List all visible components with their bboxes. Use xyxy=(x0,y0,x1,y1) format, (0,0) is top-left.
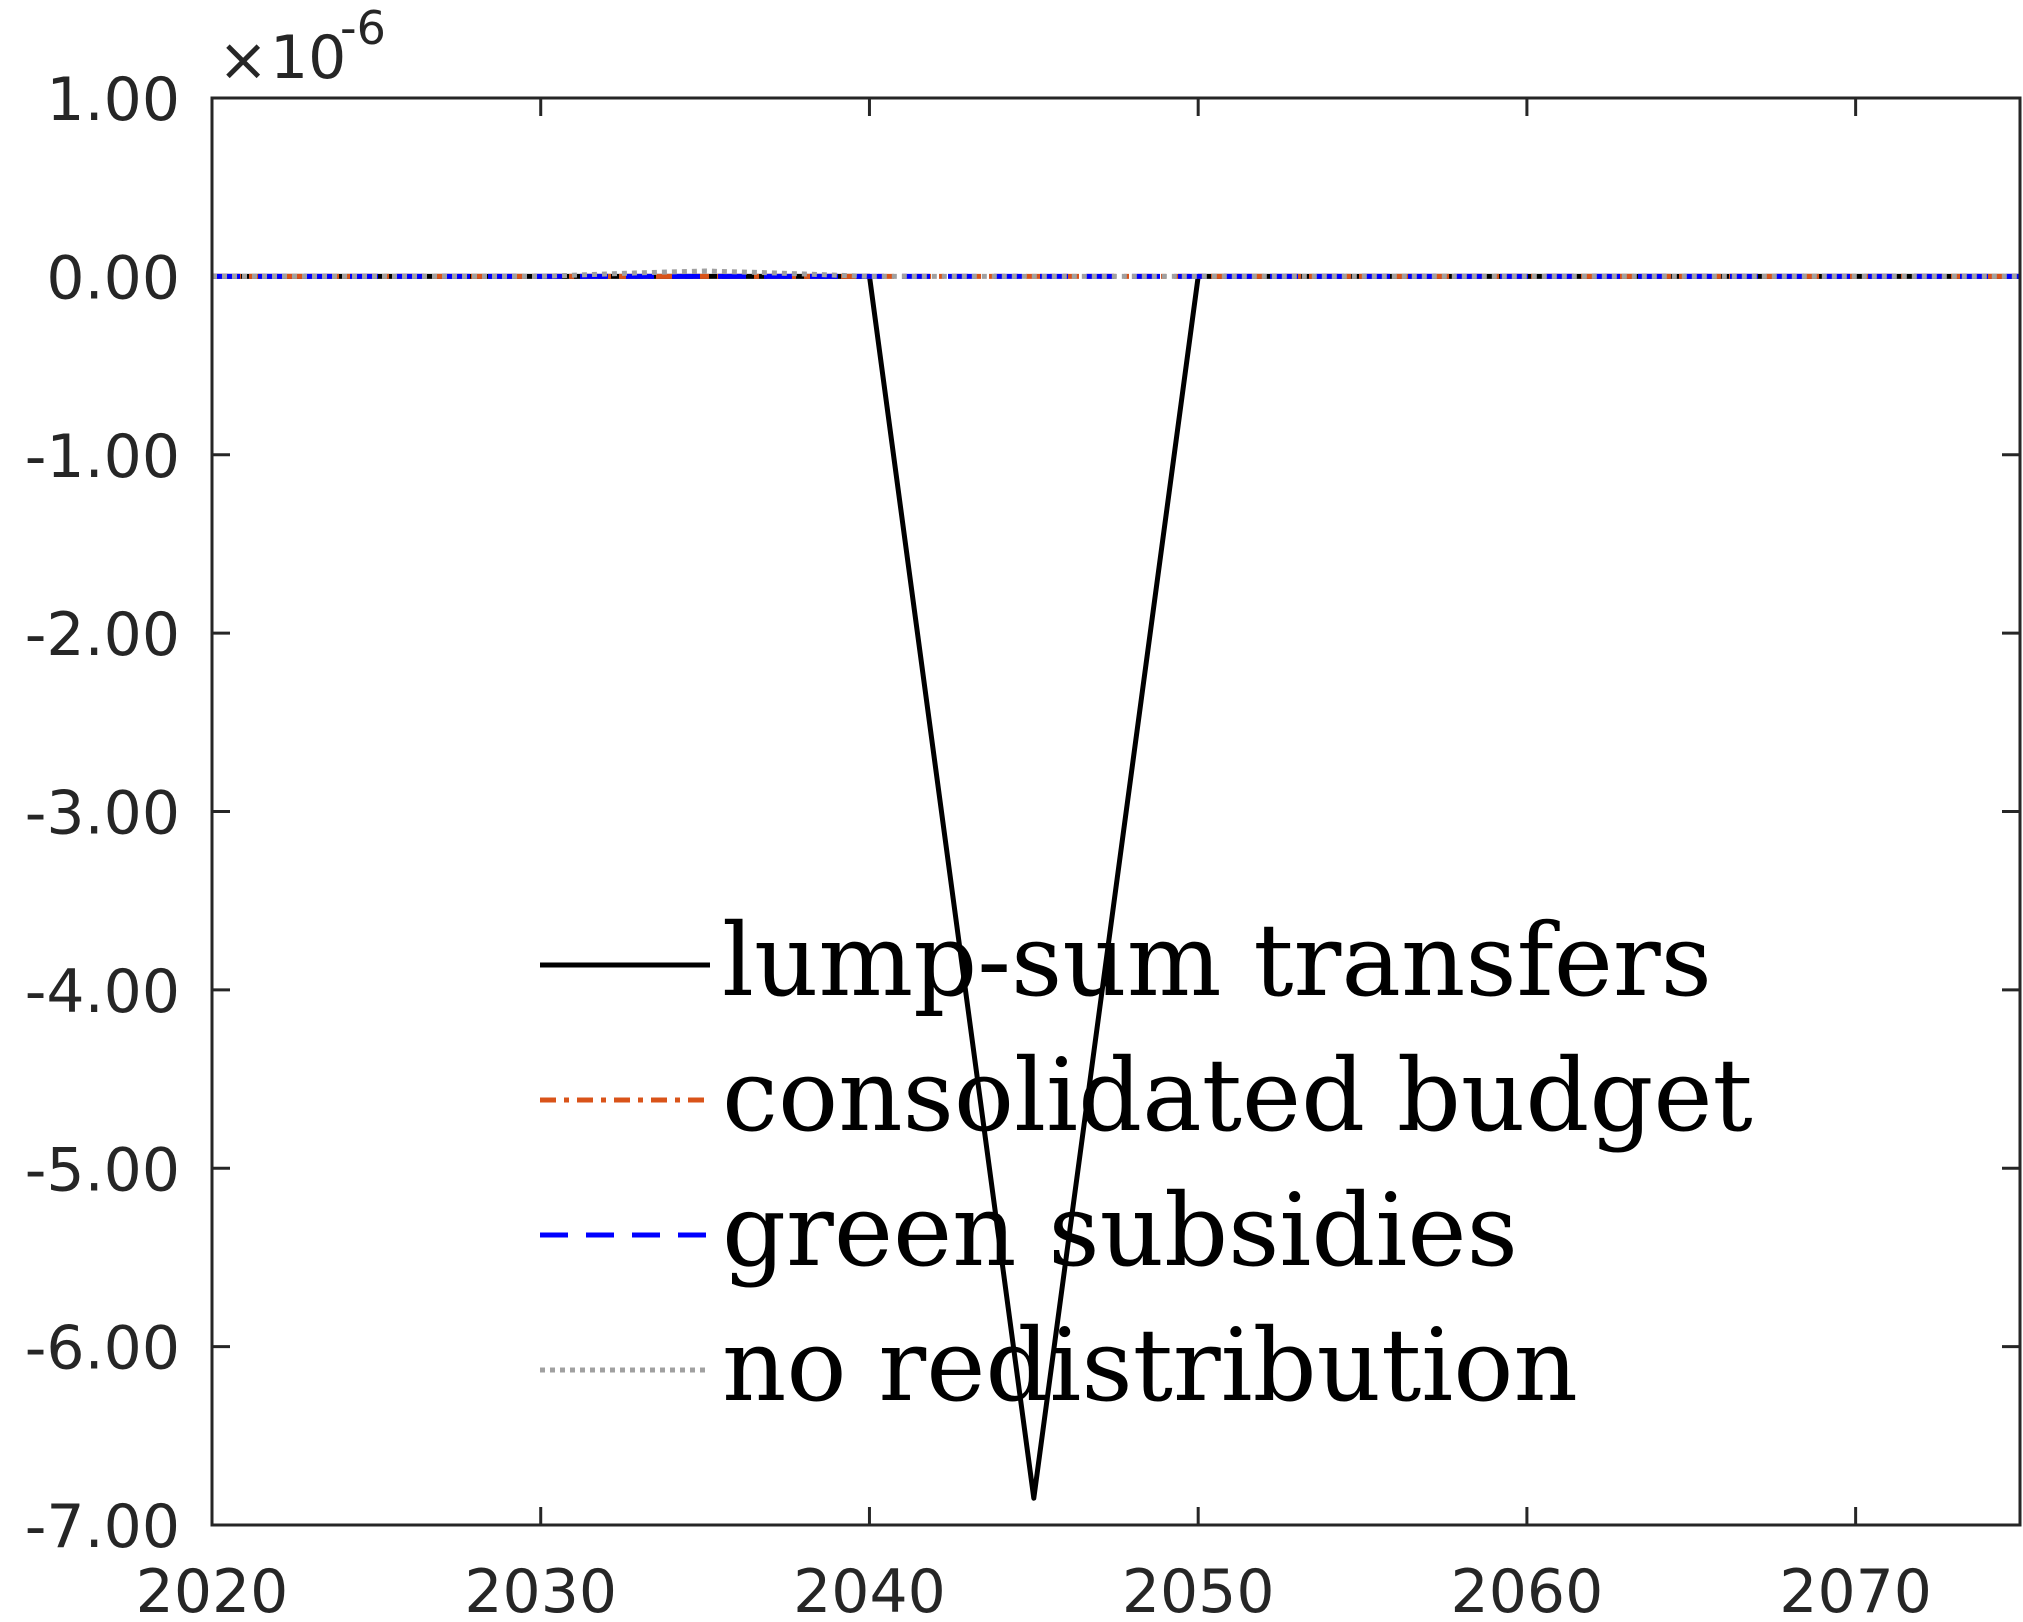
y-tick-label: -5.00 xyxy=(25,1135,180,1205)
x-tick-label: 2060 xyxy=(1451,1557,1604,1622)
y-tick-label: -4.00 xyxy=(25,957,180,1027)
x-tick-label: 2020 xyxy=(136,1557,289,1622)
x-tick-label: 2040 xyxy=(793,1557,946,1622)
y-tick-label: 1.00 xyxy=(46,65,180,135)
legend-label: lump-sum transfers xyxy=(722,902,1712,1019)
y-tick-label: 0.00 xyxy=(46,243,180,313)
axis-exponent-power: -6 xyxy=(340,1,386,55)
tick-labels: 2020 2030 2040 2050 2060 2070 1.00 0.00 -1.00 -2.… xyxy=(25,65,1932,1622)
legend-label: no redistribution xyxy=(722,1307,1578,1424)
legend-label: consolidated budget xyxy=(722,1037,1753,1154)
y-tick-label: -1.00 xyxy=(25,422,180,492)
series-lines xyxy=(212,268,2020,1501)
y-tick-label: -7.00 xyxy=(25,1492,180,1562)
legend: lump-sum transfers consolidated budget gre… xyxy=(540,902,1753,1424)
axis-exponent: × 10 -6 xyxy=(218,1,386,95)
axis-exponent-times: × xyxy=(218,25,268,95)
x-tick-label: 2070 xyxy=(1779,1557,1932,1622)
series-line xyxy=(212,268,2020,279)
y-tick-label: -2.00 xyxy=(25,600,180,670)
y-tick-label: -3.00 xyxy=(25,779,180,849)
y-tick-label: -6.00 xyxy=(25,1314,180,1384)
x-tick-label: 2050 xyxy=(1122,1557,1275,1622)
axis-exponent-base: 10 xyxy=(270,23,346,93)
legend-label: green subsidies xyxy=(722,1172,1518,1289)
x-tick-label: 2030 xyxy=(464,1557,617,1622)
plot-area-frame xyxy=(210,96,2022,1527)
